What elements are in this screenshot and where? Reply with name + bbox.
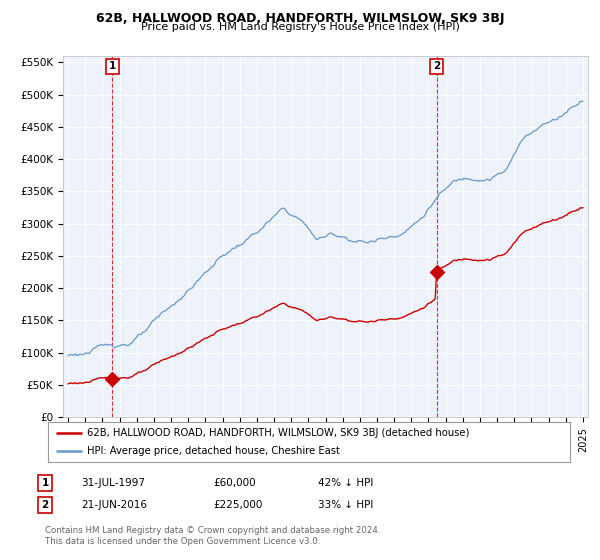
Text: £60,000: £60,000 [213,478,256,488]
Point [107,374,117,383]
Text: 2: 2 [41,500,49,510]
Text: 31-JUL-1997: 31-JUL-1997 [81,478,145,488]
Text: 62B, HALLWOOD ROAD, HANDFORTH, WILMSLOW, SK9 3BJ (detached house): 62B, HALLWOOD ROAD, HANDFORTH, WILMSLOW,… [87,428,470,437]
Text: Contains HM Land Registry data © Crown copyright and database right 2024.
This d: Contains HM Land Registry data © Crown c… [45,526,380,546]
Text: 62B, HALLWOOD ROAD, HANDFORTH, WILMSLOW, SK9 3BJ: 62B, HALLWOOD ROAD, HANDFORTH, WILMSLOW,… [96,12,504,25]
Text: 21-JUN-2016: 21-JUN-2016 [81,500,147,510]
Text: HPI: Average price, detached house, Cheshire East: HPI: Average price, detached house, Ches… [87,446,340,456]
Text: 42% ↓ HPI: 42% ↓ HPI [318,478,373,488]
Text: 1: 1 [109,62,116,72]
Text: Price paid vs. HM Land Registry's House Price Index (HPI): Price paid vs. HM Land Registry's House … [140,22,460,32]
Text: 33% ↓ HPI: 33% ↓ HPI [318,500,373,510]
Text: £225,000: £225,000 [213,500,262,510]
Point [432,268,442,277]
Text: 1: 1 [41,478,49,488]
Text: 2: 2 [433,62,440,72]
